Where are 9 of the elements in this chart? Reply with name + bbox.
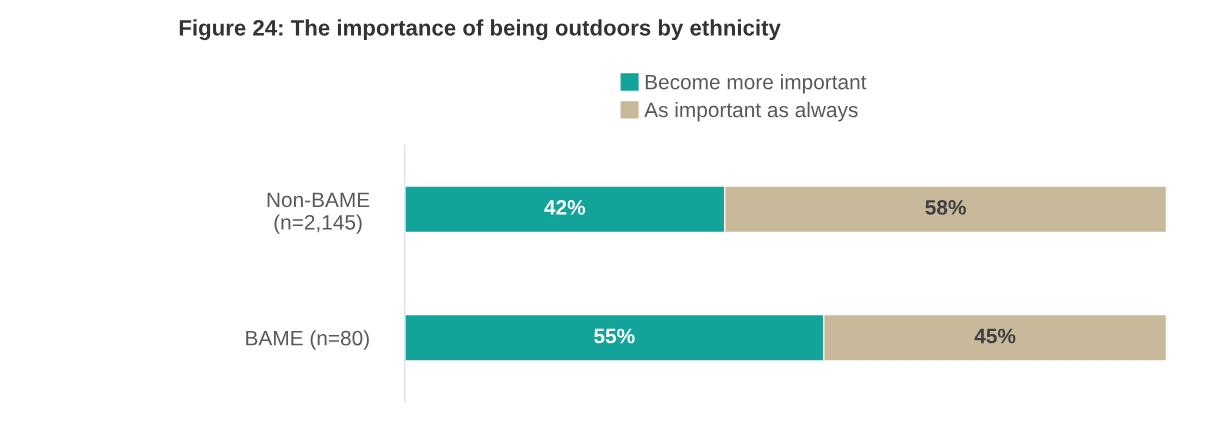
legend-label: Become more important — [645, 74, 867, 94]
data-label: 42% — [544, 200, 586, 215]
chart-title: Figure 24: The importance of being outdoors by ethnicity — [179, 19, 781, 41]
data-label: 55% — [594, 328, 635, 344]
data-label: 45% — [974, 328, 1016, 344]
y-tick-label: Non-BAME (n=2,145) — [267, 192, 370, 234]
data-label: 58% — [925, 200, 966, 215]
y-tick-label: BAME (n=80) — [246, 330, 369, 350]
legend-label: As important as always — [644, 101, 858, 122]
